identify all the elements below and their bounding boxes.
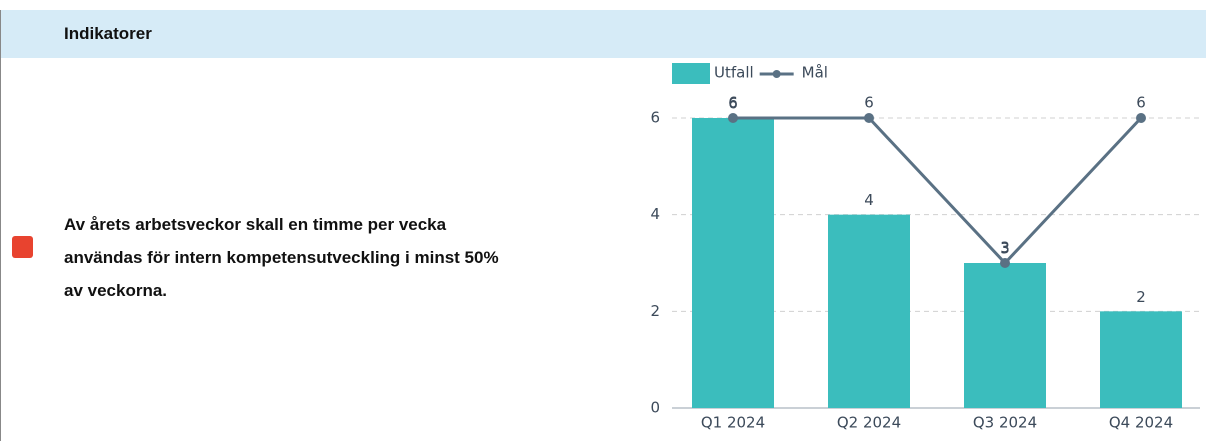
legend-swatch <box>772 70 781 78</box>
data-label: 6 <box>728 95 738 113</box>
line-point <box>1000 258 1010 268</box>
data-label: 6 <box>728 94 738 112</box>
data-label: 6 <box>864 94 874 112</box>
indicator-line: av veckorna. <box>64 281 168 300</box>
status-indicator <box>12 236 33 258</box>
y-tick-label: 2 <box>650 302 660 320</box>
x-tick-label: Q4 2024 <box>1109 414 1173 432</box>
line <box>733 116 1143 266</box>
bar <box>964 263 1046 408</box>
bar <box>692 118 774 408</box>
line-point <box>864 113 874 123</box>
data-label: 3 <box>1000 240 1010 258</box>
legend-label: Mål <box>802 64 828 82</box>
header: Indikatorer <box>0 10 1206 58</box>
y-tick-label: 4 <box>650 205 660 223</box>
bar <box>828 214 910 408</box>
y-tick-label: 0 <box>650 399 660 417</box>
x-tick-label: Q2 2024 <box>837 414 901 432</box>
indicator-line: Av årets arbetsveckor skall en timme per… <box>64 215 447 234</box>
indicator-line: användas för intern kompetensutveckling … <box>64 248 499 267</box>
y-tick-label: 6 <box>650 109 660 127</box>
line-point <box>728 113 738 123</box>
data-label: 4 <box>864 191 874 209</box>
legend-swatch <box>672 63 710 84</box>
x-tick-label: Q3 2024 <box>973 414 1037 432</box>
data-label: 2 <box>1136 288 1146 306</box>
data-label: 3 <box>1000 239 1010 257</box>
border <box>0 58 1 441</box>
data-label: 6 <box>1136 94 1146 112</box>
header-title: Indikatorer <box>64 24 152 43</box>
x-tick-label: Q1 2024 <box>701 414 765 432</box>
line-point <box>1136 113 1146 123</box>
indicator-text: Av årets arbetsveckor skall en timme per… <box>64 208 499 307</box>
bar <box>1100 311 1182 408</box>
legend-label: Utfall <box>714 64 754 82</box>
